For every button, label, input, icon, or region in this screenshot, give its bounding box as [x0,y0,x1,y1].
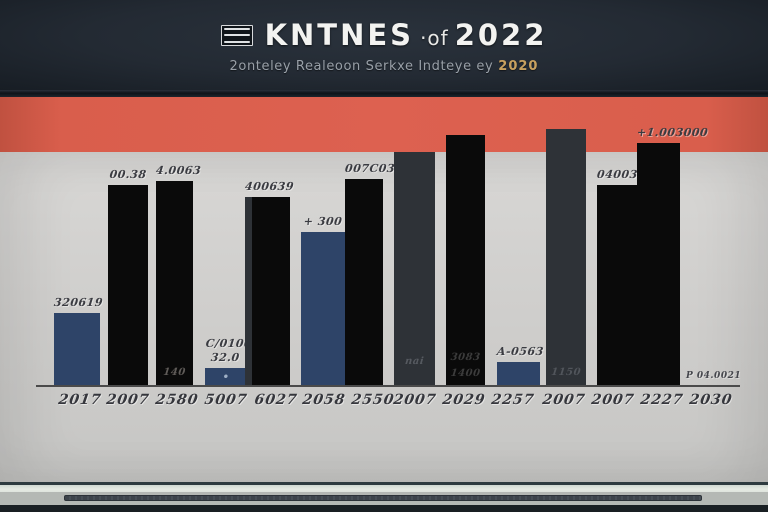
bar-inner-label: 1400 [450,368,481,379]
header-divider [0,90,768,97]
bar [345,179,383,386]
title-row: KNTNES ·of 2022 [220,18,548,52]
x-axis-tick-label: 2257 [490,392,536,408]
bar-value-label: + 300 [303,215,343,228]
header: KNTNES ·of 2022 2onteley Realeoon Serkxe I… [0,0,768,90]
x-axis-tick-label: 2007 [105,392,151,408]
bar [301,232,345,386]
scrollbar-track[interactable] [0,492,768,505]
page-title: KNTNES ·of 2022 [265,18,548,52]
list-icon [220,24,253,46]
bar-inner-label: • [221,372,231,383]
bar-value-label: 007C03 [344,162,396,175]
subtitle-year: 2020 [498,59,539,74]
footer-highlight-band [0,485,768,492]
x-axis-tick-label: 2007 [541,392,587,408]
scrollbar-thumb[interactable] [64,495,702,501]
bar: • [205,368,247,386]
bar: 1150 [546,129,586,386]
bar [108,185,148,386]
title-main: KNTNES [264,18,415,52]
x-axis-tick-label: 2030 [688,392,734,408]
bottom-bar [0,505,768,512]
bar-value-label: 400639 [244,180,295,193]
bar: 140 [156,181,193,386]
title-year: 2022 [454,18,548,52]
x-axis-tick-label: 5007 [203,392,249,408]
x-axis-line [36,385,740,387]
bar-value-label: 00.38 [108,168,148,181]
bar [637,143,680,386]
floor-value-label: P 04.0021 [686,371,742,381]
x-axis-tick-label: 2058 [301,392,347,408]
bar-inner-label: 140 [162,367,187,378]
bar [54,313,100,386]
bar-value-label: +1.003000 [636,126,709,139]
bar-value-label: 04003 [596,168,639,181]
bar-inner-label: nai [404,356,425,367]
bar-inner-label: 1150 [550,367,582,378]
footer-divider [0,482,768,485]
x-axis-tick-label: 2017 [57,392,103,408]
bar [245,197,290,386]
x-axis-tick-label: 2029 [441,392,487,408]
red-banner [0,97,768,152]
bar [497,362,540,386]
bar-inner-label: 3083 [450,352,481,363]
x-axis-tick-label: 2550 [350,392,396,408]
x-axis-tick-label: 2580 [154,392,200,408]
bar: nai [394,152,435,386]
title-connector: ·of [420,26,449,50]
x-axis-tick-label: 2007 [392,392,438,408]
x-axis-tick-label: 2227 [639,392,685,408]
page-subtitle: 2onteley Realeoon Serkxe Indteye ey 2020 [230,59,539,74]
bar: 3083 1400 [446,135,485,386]
bar-value-label: 320619 [53,296,104,309]
x-axis-tick-label: 2007 [590,392,636,408]
bar [597,185,637,386]
bar-value-label: A-0563 [496,345,545,358]
bar-value-label: 4.0063 [155,164,202,177]
subtitle-text: 2onteley Realeoon Serkxe Indteye ey [229,59,494,74]
x-axis-tick-label: 6027 [253,392,299,408]
bar-value-label: C/0100 32.0 [205,337,253,364]
